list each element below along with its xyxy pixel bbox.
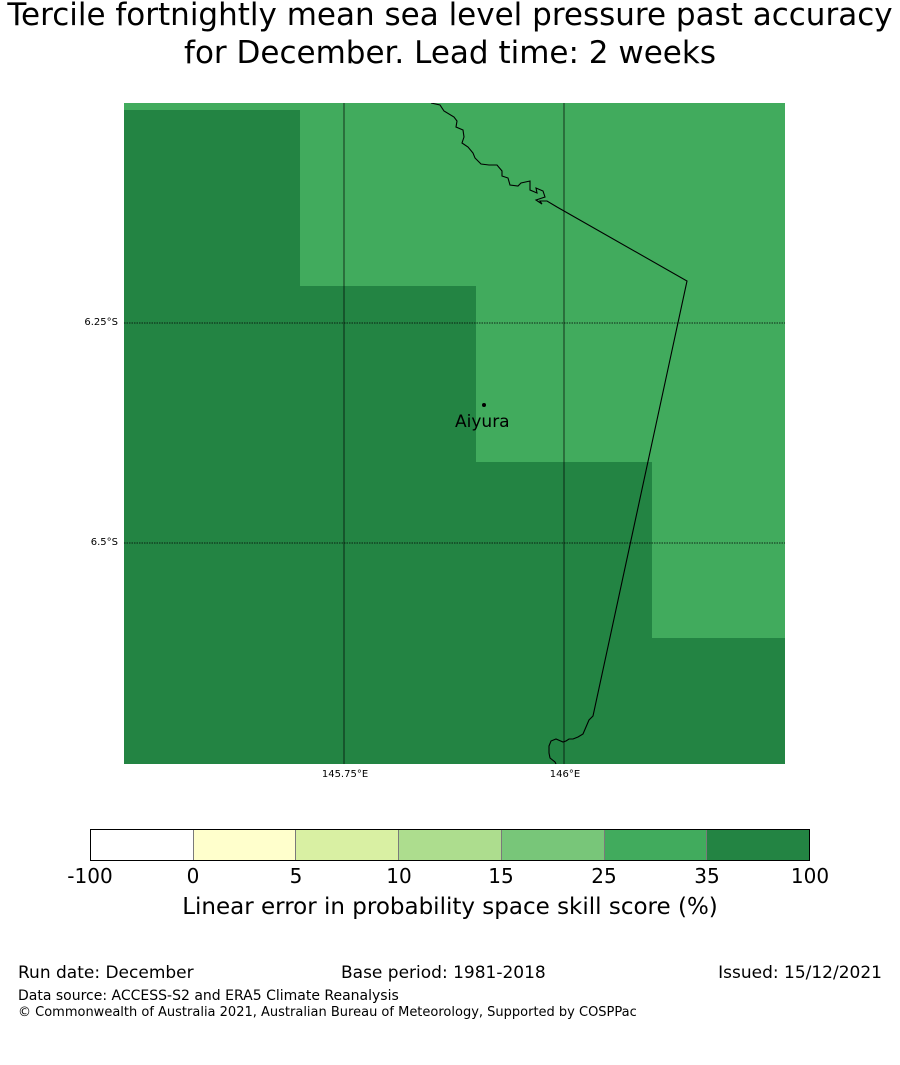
lon-label: 146°E: [549, 769, 581, 780]
colorbar-tick: 15: [488, 864, 514, 888]
data-source: Data source: ACCESS-S2 and ERA5 Climate …: [18, 988, 399, 1004]
skill-map: [124, 103, 785, 764]
boundary-line: [430, 103, 688, 764]
colorbar: [90, 829, 810, 861]
run-date: Run date: December: [18, 963, 194, 983]
colorbar-segment: [707, 830, 810, 860]
colorbar-tick: 25: [591, 864, 617, 888]
issued-date: Issued: 15/12/2021: [718, 963, 882, 983]
colorbar-tick: 0: [186, 864, 200, 888]
colorbar-segment: [604, 830, 708, 860]
colorbar-segment: [296, 830, 400, 860]
colorbar-tick: 100: [790, 864, 830, 888]
map-title: Tercile fortnightly mean sea level press…: [7, 0, 893, 71]
colorbar-tick: 35: [694, 864, 720, 888]
lon-label: 145.75°E: [321, 769, 369, 780]
colorbar-segment: [399, 830, 502, 860]
colorbar-tick: 10: [386, 864, 412, 888]
lat-label: 6.5°S: [90, 537, 118, 548]
colorbar-tick: -100: [67, 864, 113, 888]
colorbar-tick: 5: [289, 864, 303, 888]
colorbar-segment: [91, 830, 194, 860]
colorbar-segment: [193, 830, 297, 860]
lat-label: 6.25°S: [84, 317, 118, 328]
map-cell-mid: [300, 103, 785, 638]
colorbar-label: Linear error in probability space skill …: [182, 894, 718, 920]
copyright: © Commonwealth of Australia 2021, Austra…: [18, 1005, 637, 1020]
town-marker: [482, 403, 486, 407]
map-cell-mid: [124, 103, 300, 110]
colorbar-segment: [501, 830, 605, 860]
base-period: Base period: 1981-2018: [341, 963, 546, 983]
town-label: Aiyura: [455, 412, 510, 432]
